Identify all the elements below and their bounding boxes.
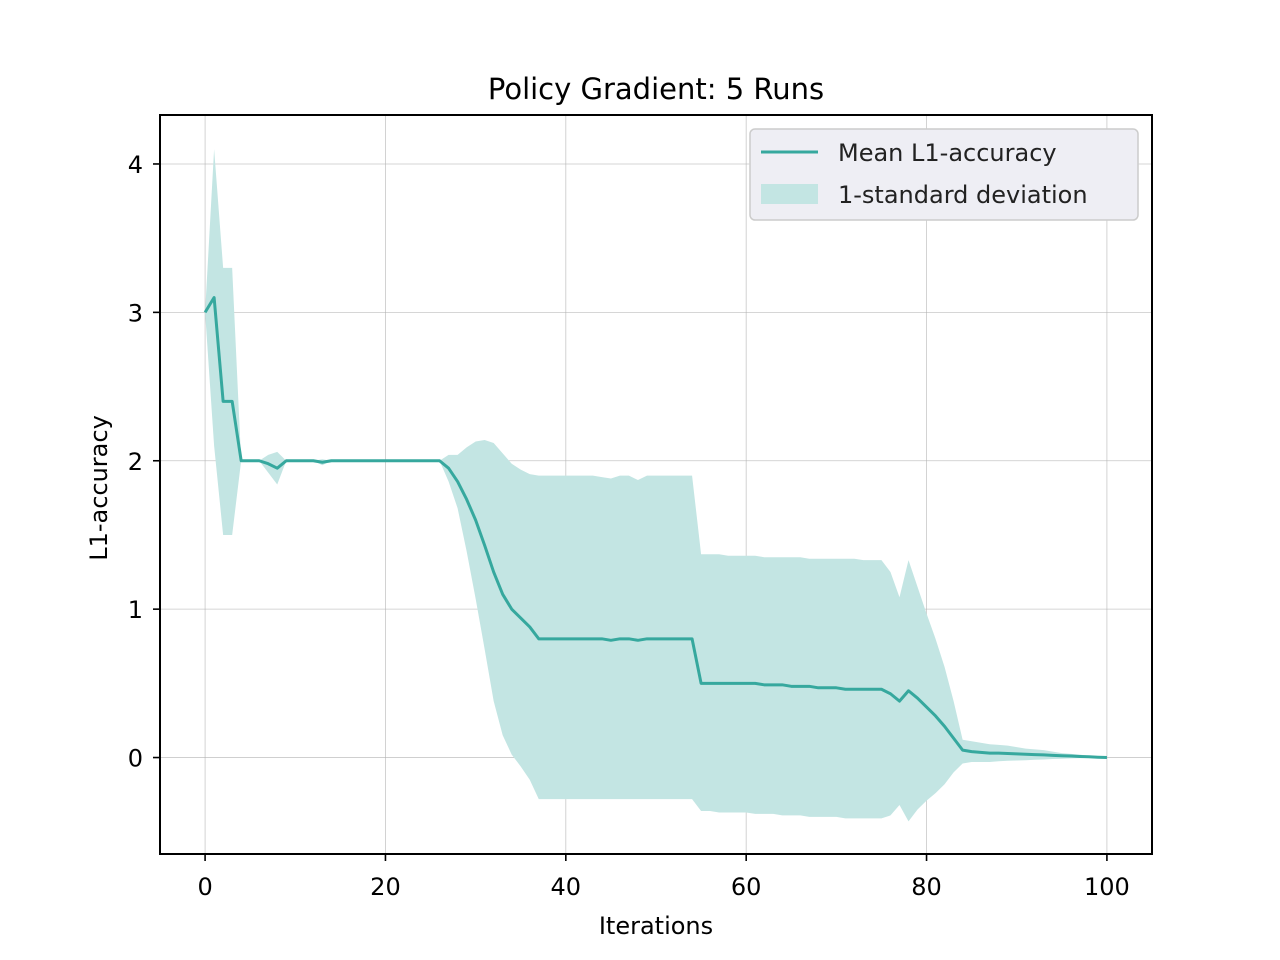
- y-tick-label: 4: [128, 151, 143, 179]
- legend-box: [749, 128, 1139, 221]
- x-axis-title: Iterations: [599, 912, 713, 940]
- x-axis-ticks: 0 20 40 60 80 100: [197, 854, 1130, 901]
- x-tick-label: 100: [1084, 873, 1130, 901]
- y-axis-ticks: 0 1 2 3 4: [128, 151, 160, 773]
- x-tick-label: 0: [197, 873, 212, 901]
- legend-label-mean: Mean L1-accuracy: [838, 139, 1057, 167]
- legend-band-swatch: [761, 184, 818, 204]
- y-tick-label: 0: [128, 745, 143, 773]
- x-tick-label: 40: [551, 873, 582, 901]
- x-tick-label: 80: [911, 873, 942, 901]
- mean-accuracy-line: [203, 296, 1107, 760]
- y-tick-label: 2: [128, 448, 143, 476]
- chart-title: Policy Gradient: 5 Runs: [488, 72, 824, 106]
- x-tick-label: 60: [731, 873, 762, 901]
- y-tick-label: 1: [128, 596, 143, 624]
- y-axis-title: L1-accuracy: [85, 415, 113, 561]
- y-tick-label: 3: [128, 299, 143, 327]
- plot-frame: [159, 114, 1153, 855]
- x-tick-label: 20: [370, 873, 401, 901]
- legend-label-std: 1-standard deviation: [838, 181, 1088, 209]
- line-layer: [203, 296, 1107, 760]
- legend: Mean L1-accuracy 1-standard deviation: [749, 128, 1139, 221]
- band-layer: [205, 149, 1107, 822]
- std-deviation-band: [205, 149, 1107, 822]
